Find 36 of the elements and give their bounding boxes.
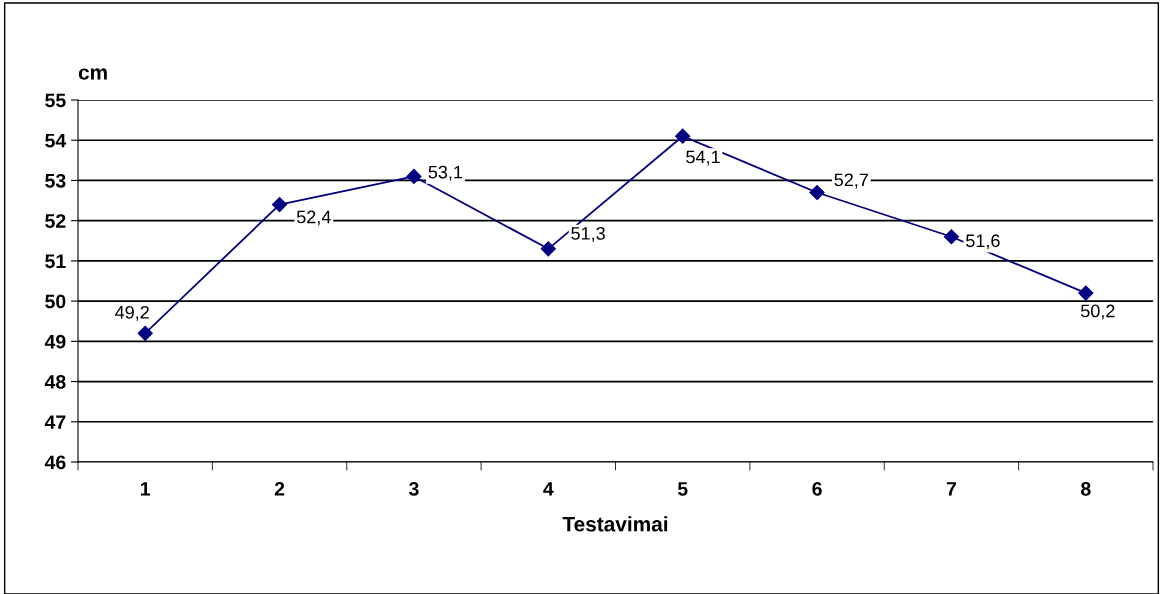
point [406, 168, 422, 184]
x-tick-label: 8 [1081, 481, 1091, 496]
y-tick-label: 48 [44, 375, 66, 389]
data-label: 54,1 [686, 150, 720, 166]
data-label: 52,4 [296, 210, 331, 226]
data-label: 52,7 [834, 173, 868, 189]
x-tick-label: 4 [543, 482, 554, 496]
point [1078, 285, 1094, 301]
y-tick-label: 50 [45, 294, 66, 309]
data-label: 49,2 [115, 305, 149, 321]
point [943, 229, 960, 245]
point [271, 197, 288, 213]
x-tick-label: 3 [408, 481, 419, 496]
x-axis-title: Testavimai [562, 516, 668, 532]
y-tick-label: 54 [45, 133, 67, 148]
data-label: 51,6 [966, 234, 1000, 250]
y-tick-label: 53 [45, 173, 66, 188]
x-tick-label: 1 [141, 482, 151, 496]
y-tick-label: 46 [44, 455, 66, 470]
y-tick-label: 47 [44, 415, 66, 429]
x-tick-label: 2 [274, 481, 285, 496]
y-tick-label: 51 [45, 254, 66, 269]
y-axis-title: cm [78, 68, 107, 80]
x-tick-label: 5 [677, 482, 688, 496]
x-tick-label: 6 [812, 481, 822, 496]
point [137, 325, 153, 341]
y-tick-label: 55 [45, 93, 66, 108]
data-label: 50,2 [1080, 304, 1115, 320]
point [675, 128, 691, 144]
point [540, 241, 556, 257]
y-tick-label: 49 [44, 334, 66, 349]
data-label: 53,1 [428, 165, 463, 181]
point [809, 184, 825, 201]
data-label: 51,3 [571, 226, 605, 242]
x-tick-label: 7 [946, 482, 956, 496]
y-tick-label: 52 [45, 214, 66, 228]
